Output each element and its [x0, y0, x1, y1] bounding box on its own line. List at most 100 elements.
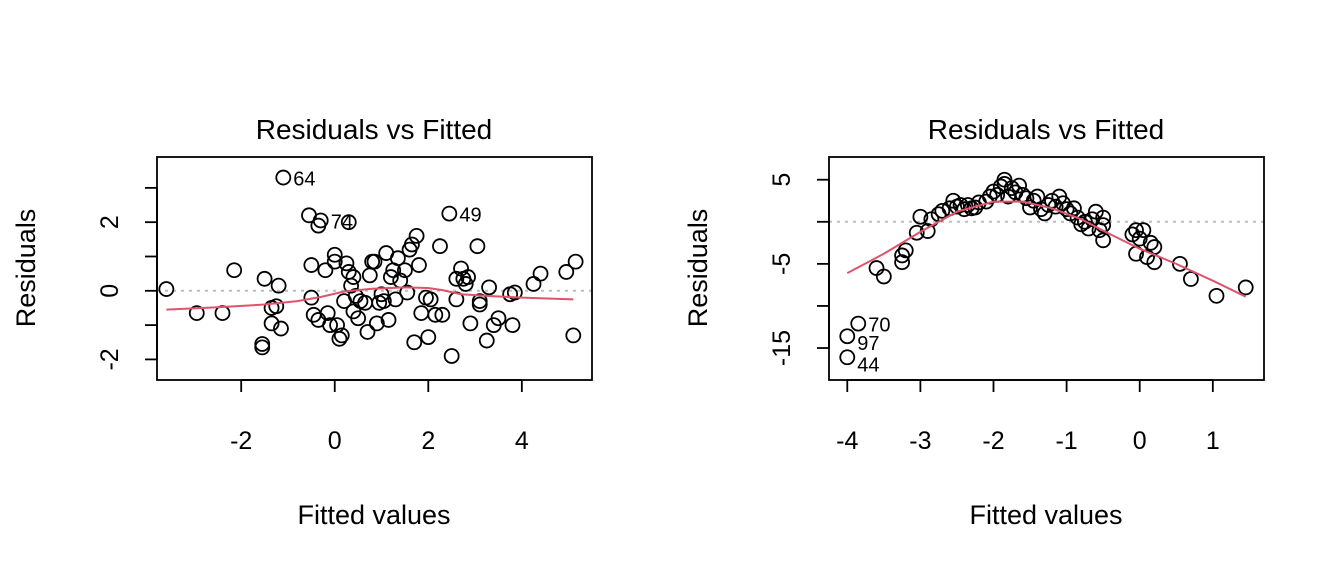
- smooth-line: [166, 286, 574, 311]
- data-point: [960, 197, 976, 213]
- data-point: [441, 205, 458, 222]
- data-point: [897, 242, 914, 259]
- data-point: [448, 270, 465, 287]
- point-label: 49: [459, 205, 481, 227]
- point-label: 74: [331, 211, 353, 233]
- data-point: [839, 328, 856, 345]
- data-point: [934, 202, 951, 219]
- data-point: [432, 238, 448, 255]
- data-point: [319, 305, 336, 322]
- data-point: [1066, 200, 1082, 217]
- data-point: [434, 306, 451, 323]
- data-point: [404, 236, 420, 253]
- data-point: [1237, 279, 1254, 296]
- data-point: [359, 324, 376, 340]
- data-point: [322, 317, 338, 334]
- x-tick-label: 2: [421, 427, 435, 455]
- data-point: [1095, 217, 1112, 234]
- data-point: [868, 260, 885, 276]
- data-point: [478, 332, 495, 349]
- x-tick-label: -3: [909, 427, 931, 455]
- data-point: [326, 246, 343, 263]
- smooth-line: [846, 200, 1247, 298]
- point-label: 44: [857, 354, 879, 376]
- data-point: [952, 197, 969, 213]
- data-point: [457, 276, 474, 292]
- data-point: [158, 281, 175, 297]
- point-label: 64: [293, 169, 315, 191]
- data-point: [839, 349, 856, 366]
- data-point: [303, 257, 320, 273]
- data-point: [397, 262, 413, 279]
- data-point: [956, 201, 973, 218]
- y-tick-label: 5: [768, 173, 796, 187]
- data-point: [443, 348, 460, 364]
- data-point: [565, 327, 582, 344]
- data-point: [387, 291, 404, 308]
- y-tick-label: 2: [96, 215, 124, 229]
- data-point: [389, 250, 406, 267]
- data-point: [317, 262, 334, 279]
- x-axis-label: Fitted values: [297, 500, 450, 530]
- data-point: [567, 253, 584, 270]
- data-point: [1208, 287, 1225, 304]
- data-point: [338, 255, 355, 272]
- y-tick-label: 0: [96, 284, 124, 298]
- data-point: [188, 305, 205, 322]
- data-point: [350, 310, 367, 327]
- x-tick-label: -1: [1055, 427, 1077, 455]
- data-point: [1142, 234, 1159, 251]
- data-point: [471, 293, 488, 309]
- plot-frame: [828, 156, 1265, 381]
- data-point: [460, 269, 476, 285]
- x-tick-label: 1: [1206, 427, 1220, 455]
- data-point: [420, 329, 437, 346]
- x-tick-label: 0: [1133, 427, 1147, 455]
- data-point: [422, 291, 439, 308]
- data-point: [912, 208, 929, 225]
- x-tick-label: 4: [515, 427, 529, 455]
- y-axis-label: Residuals: [11, 209, 41, 328]
- data-point: [270, 277, 287, 294]
- x-tick-label: -4: [836, 427, 858, 455]
- data-point: [345, 269, 362, 285]
- y-tick-label: -15: [768, 330, 796, 366]
- data-point: [894, 254, 911, 271]
- data-point: [273, 320, 289, 337]
- data-point: [399, 284, 416, 301]
- data-point: [375, 293, 392, 309]
- point-label: 97: [857, 333, 879, 355]
- data-point: [875, 268, 892, 285]
- data-point: [406, 334, 423, 351]
- data-point: [1182, 271, 1199, 287]
- data-point: [532, 265, 549, 282]
- y-axis-label: Residuals: [683, 209, 713, 328]
- data-point: [368, 315, 385, 332]
- data-point: [1080, 220, 1097, 237]
- data-point: [275, 169, 292, 186]
- data-point: [226, 262, 243, 279]
- data-point: [254, 336, 271, 352]
- data-point: [525, 276, 542, 292]
- data-point: [471, 296, 488, 313]
- data-point: [1172, 255, 1188, 272]
- data-point: [1095, 232, 1112, 249]
- data-point: [326, 253, 343, 270]
- data-point: [408, 228, 425, 244]
- data-point: [427, 306, 444, 323]
- data-point: [411, 257, 427, 273]
- data-point: [361, 267, 378, 284]
- data-point: [481, 279, 497, 296]
- data-point: [1011, 177, 1027, 194]
- data-point: [469, 238, 486, 255]
- data-point: [373, 286, 390, 303]
- chart-title: Residuals vs Fitted: [256, 114, 493, 145]
- data-point: [333, 327, 350, 344]
- x-tick-label: -2: [230, 427, 252, 455]
- data-point: [413, 305, 430, 322]
- y-tick-label: -5: [768, 253, 796, 275]
- data-point: [1128, 222, 1144, 239]
- data-point: [908, 224, 925, 241]
- data-point: [340, 214, 357, 231]
